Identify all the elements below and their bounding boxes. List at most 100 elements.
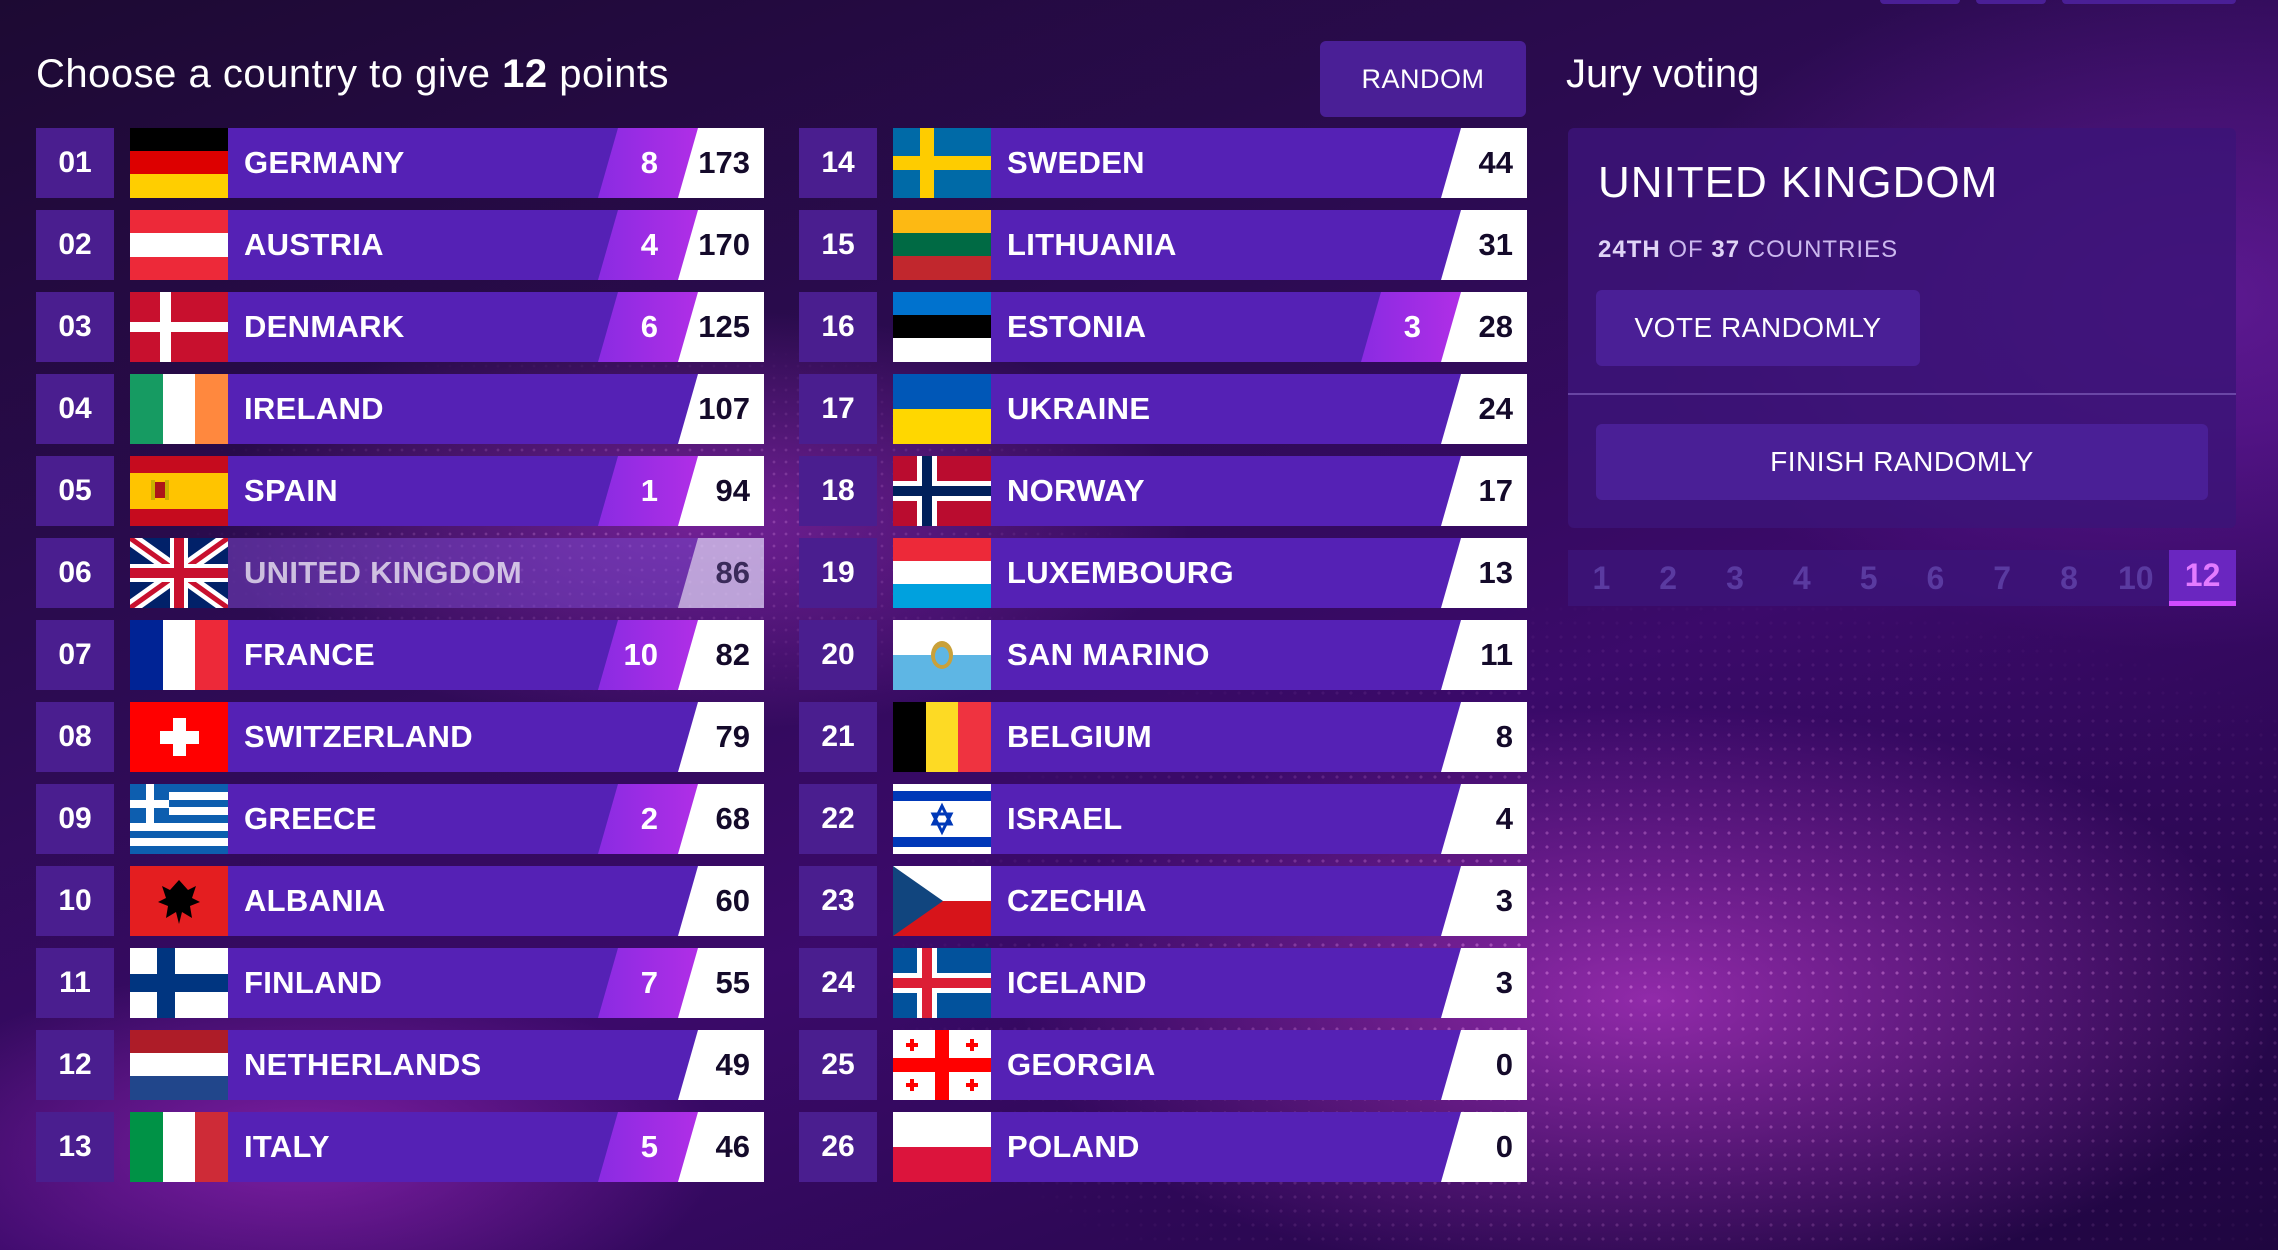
title-suffix: points xyxy=(547,52,669,96)
country-bar[interactable]: NORWAY 17 xyxy=(893,456,1527,526)
scoreboard-row[interactable]: 15 LITHUANIA 31 xyxy=(799,210,1527,280)
point-option-5[interactable]: 5 xyxy=(1859,559,1878,596)
scoreboard-row[interactable]: 02 AUSTRIA 4 170 xyxy=(36,210,764,280)
point-option-2[interactable]: 2 xyxy=(1659,559,1678,596)
country-bar[interactable]: ITALY 5 46 xyxy=(130,1112,764,1182)
country-bar[interactable]: GEORGIA 0 xyxy=(893,1030,1527,1100)
country-bar[interactable]: SWITZERLAND 79 xyxy=(130,702,764,772)
country-bar[interactable]: POLAND 0 xyxy=(893,1112,1527,1182)
country-bar[interactable]: FRANCE 10 82 xyxy=(130,620,764,690)
given-points-badge: 8 xyxy=(598,128,698,198)
scoreboard-row[interactable]: 07 FRANCE 10 82 xyxy=(36,620,764,690)
country-bar[interactable]: ESTONIA 3 28 xyxy=(893,292,1527,362)
rank-number: 10 xyxy=(36,866,114,936)
scoreboard-row[interactable]: 21 BELGIUM 8 xyxy=(799,702,1527,772)
ireland-flag-icon xyxy=(130,374,228,444)
random-button[interactable]: RANDOM xyxy=(1320,41,1526,117)
rank-number: 13 xyxy=(36,1112,114,1182)
country-bar[interactable]: IRELAND 107 xyxy=(130,374,764,444)
point-option-8[interactable]: 8 xyxy=(2060,559,2078,596)
total-points: 173 xyxy=(678,128,764,198)
czechia-flag-icon xyxy=(893,866,991,936)
scoreboard-row[interactable]: 12 NETHERLANDS 49 xyxy=(36,1030,764,1100)
point-option-7[interactable]: 7 xyxy=(1993,559,2012,596)
country-name: SPAIN xyxy=(244,473,338,508)
country-bar[interactable]: ICELAND 3 xyxy=(893,948,1527,1018)
rank-number: 23 xyxy=(799,866,877,936)
total-points: 3 xyxy=(1441,948,1527,1018)
scoreboard-row[interactable]: 14 SWEDEN 44 xyxy=(799,128,1527,198)
total-points: 17 xyxy=(1441,456,1527,526)
poland-flag-icon xyxy=(893,1112,991,1182)
scoreboard-row[interactable]: 25 GEORGIA 0 xyxy=(799,1030,1527,1100)
country-name: UNITED KINGDOM xyxy=(244,555,523,590)
top-edge-button[interactable] xyxy=(1976,0,2046,4)
country-bar[interactable]: GREECE 2 68 xyxy=(130,784,764,854)
total-points: 107 xyxy=(678,374,764,444)
scoreboard-row[interactable]: 16 ESTONIA 3 28 xyxy=(799,292,1527,362)
given-points-badge: 10 xyxy=(598,620,698,690)
scoreboard-row[interactable]: 09 GREECE 2 68 xyxy=(36,784,764,854)
country-bar[interactable]: SWEDEN 44 xyxy=(893,128,1527,198)
scoreboard-row[interactable]: 24 ICELAND 3 xyxy=(799,948,1527,1018)
country-bar[interactable]: ALBANIA 60 xyxy=(130,866,764,936)
country-name: ITALY xyxy=(244,1129,330,1164)
scoreboard-row[interactable]: 19 LUXEMBOURG 13 xyxy=(799,538,1527,608)
country-name: ALBANIA xyxy=(244,883,386,918)
country-name: SAN MARINO xyxy=(1007,637,1210,672)
country-bar[interactable]: CZECHIA 3 xyxy=(893,866,1527,936)
country-bar[interactable]: UKRAINE 24 xyxy=(893,374,1527,444)
scoreboard-row[interactable]: 11 FINLAND 7 55 xyxy=(36,948,764,1018)
top-edge-button[interactable] xyxy=(2062,0,2236,4)
country-bar[interactable]: GERMANY 8 173 xyxy=(130,128,764,198)
scoreboard-row[interactable]: 18 NORWAY 17 xyxy=(799,456,1527,526)
scoreboard-row[interactable]: 04 IRELAND 107 xyxy=(36,374,764,444)
finish-randomly-button[interactable]: FINISH RANDOMLY xyxy=(1596,424,2208,500)
point-option-3[interactable]: 3 xyxy=(1726,559,1744,596)
rank-number: 22 xyxy=(799,784,877,854)
scoreboard-row[interactable]: 08 SWITZERLAND 79 xyxy=(36,702,764,772)
country-bar[interactable]: ISRAEL 4 xyxy=(893,784,1527,854)
top-edge-button[interactable] xyxy=(1880,0,1960,4)
greece-flag-icon xyxy=(130,784,228,854)
norway-flag-icon xyxy=(893,456,991,526)
scoreboard-row[interactable]: 01 GERMANY 8 173 xyxy=(36,128,764,198)
total-points: 31 xyxy=(1441,210,1527,280)
scoreboard-row[interactable]: 05 SPAIN 1 94 xyxy=(36,456,764,526)
scoreboard-row[interactable]: 03 DENMARK 6 125 xyxy=(36,292,764,362)
country-bar[interactable]: LITHUANIA 31 xyxy=(893,210,1527,280)
scoreboard-row[interactable]: 20 SAN MARINO 11 xyxy=(799,620,1527,690)
country-bar[interactable]: LUXEMBOURG 13 xyxy=(893,538,1527,608)
point-option-10[interactable]: 10 xyxy=(2117,559,2154,596)
scoreboard-row[interactable]: 22 ISRAEL 4 xyxy=(799,784,1527,854)
point-option-1[interactable]: 1 xyxy=(1592,559,1611,596)
scoreboard-row[interactable]: 23 CZECHIA 3 xyxy=(799,866,1527,936)
country-bar[interactable]: FINLAND 7 55 xyxy=(130,948,764,1018)
country-bar[interactable]: DENMARK 6 125 xyxy=(130,292,764,362)
scoreboard-row[interactable]: 17 UKRAINE 24 xyxy=(799,374,1527,444)
country-bar[interactable]: BELGIUM 8 xyxy=(893,702,1527,772)
point-option-6[interactable]: 6 xyxy=(1926,559,1945,596)
given-points-badge: 7 xyxy=(598,948,698,1018)
total-points: 46 xyxy=(678,1112,764,1182)
uk-flag-icon xyxy=(130,538,228,608)
scoreboard-row[interactable]: 26 POLAND 0 xyxy=(799,1112,1527,1182)
point-option-12[interactable]: 12 xyxy=(2169,550,2236,606)
austria-flag-icon xyxy=(130,210,228,280)
switzerland-flag-icon xyxy=(130,702,228,772)
country-bar[interactable]: SPAIN 1 94 xyxy=(130,456,764,526)
vote-randomly-button[interactable]: VOTE RANDOMLY xyxy=(1596,290,1920,366)
country-name: NORWAY xyxy=(1007,473,1145,508)
rank-number: 09 xyxy=(36,784,114,854)
scoreboard-row[interactable]: 13 ITALY 5 46 xyxy=(36,1112,764,1182)
israel-flag-icon xyxy=(893,784,991,854)
rank-number: 04 xyxy=(36,374,114,444)
luxembourg-flag-icon xyxy=(893,538,991,608)
belgium-flag-icon xyxy=(893,702,991,772)
scoreboard-row[interactable]: 10 ALBANIA 60 xyxy=(36,866,764,936)
country-bar[interactable]: AUSTRIA 4 170 xyxy=(130,210,764,280)
point-option-4[interactable]: 4 xyxy=(1792,559,1811,596)
country-bar[interactable]: SAN MARINO 11 xyxy=(893,620,1527,690)
italy-flag-icon xyxy=(130,1112,228,1182)
country-bar[interactable]: NETHERLANDS 49 xyxy=(130,1030,764,1100)
